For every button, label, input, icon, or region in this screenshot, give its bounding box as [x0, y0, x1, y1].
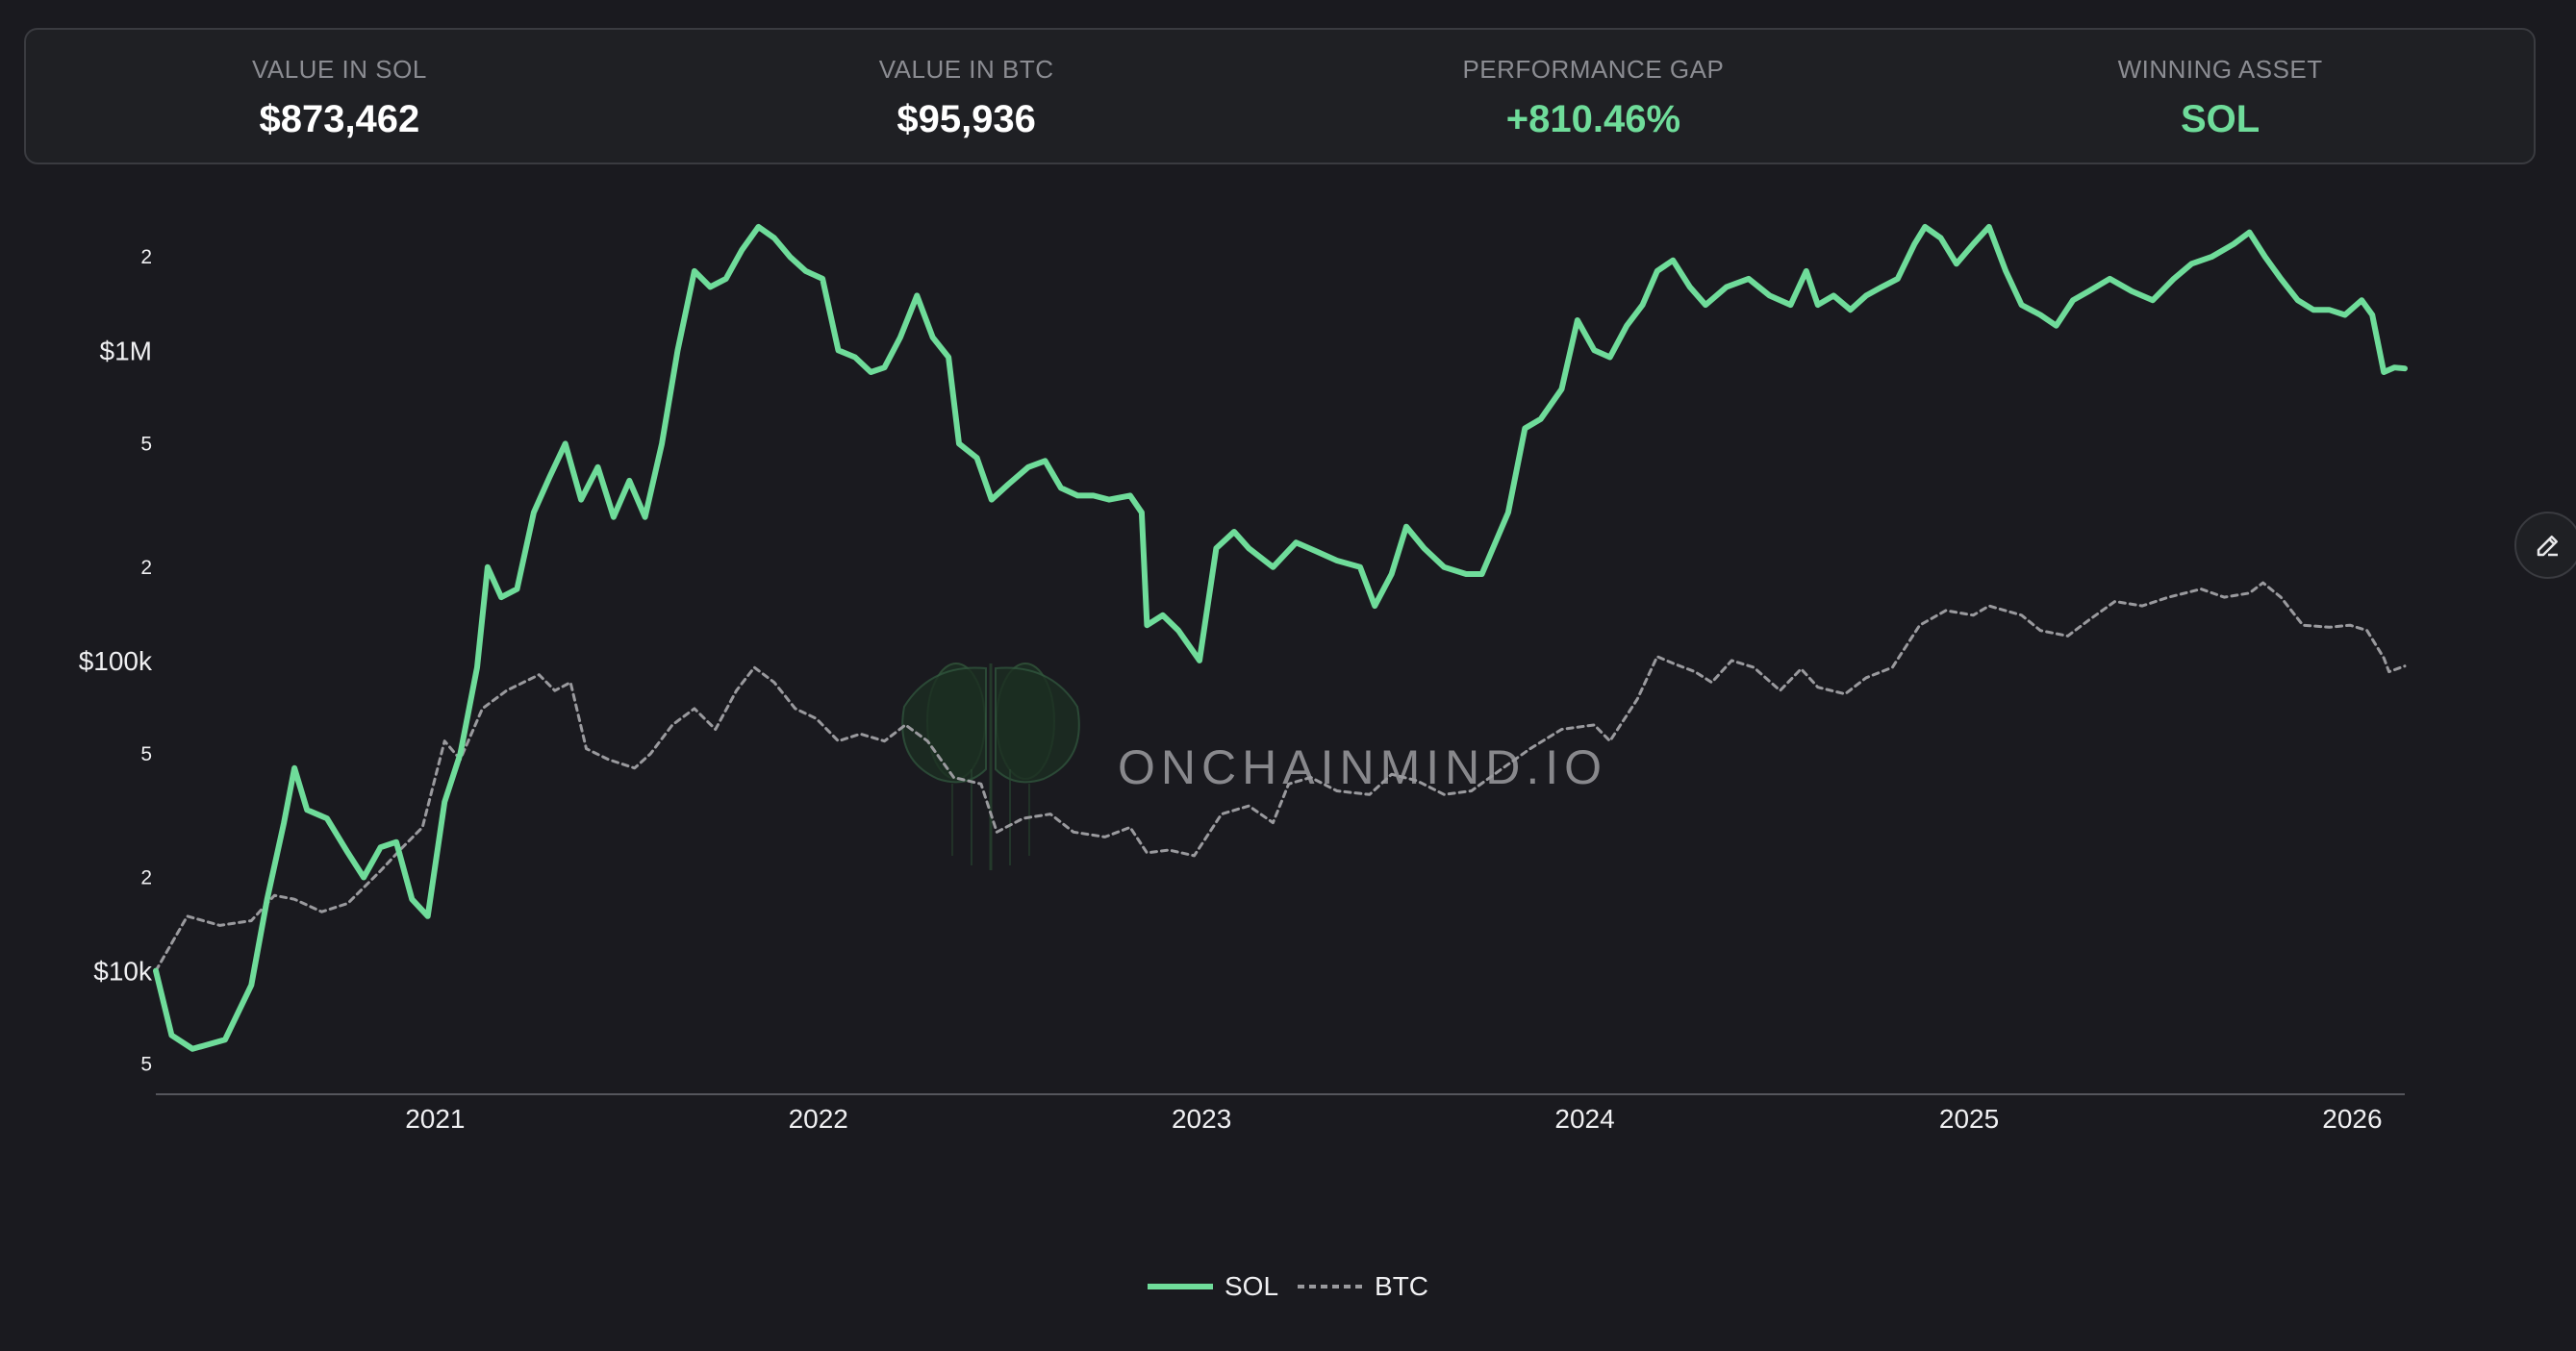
y-tick-label: 2 — [140, 246, 152, 268]
brain-logo-icon — [901, 663, 1080, 870]
pencil-icon — [2537, 536, 2558, 557]
edit-button[interactable] — [2514, 512, 2576, 579]
stat-value: $873,462 — [259, 98, 420, 140]
x-tick-label: 2022 — [789, 1104, 848, 1134]
y-tick-label: 5 — [140, 433, 152, 455]
stat-value-in-btc: VALUE IN BTC $95,936 — [653, 30, 1280, 163]
y-tick-label: $1M — [100, 336, 152, 365]
stat-value: $95,936 — [897, 98, 1036, 140]
stat-label: WINNING ASSET — [2117, 55, 2323, 84]
x-tick-label: 2023 — [1172, 1104, 1231, 1134]
x-tick-label: 2025 — [1939, 1104, 1999, 1134]
x-tick-label: 2026 — [2322, 1104, 2382, 1134]
legend-item-btc[interactable]: BTC — [1298, 1271, 1428, 1302]
legend-label: SOL — [1224, 1271, 1279, 1301]
stat-winning-asset: WINNING ASSET SOL — [1907, 30, 2534, 163]
stat-label: VALUE IN BTC — [878, 55, 1054, 84]
y-axis: 5 $10k 2 5 $100k 2 5 $1M 2 — [79, 246, 153, 1076]
y-tick-label: 5 — [140, 743, 152, 765]
stat-value: SOL — [2181, 98, 2260, 140]
plot-area — [153, 223, 2408, 1052]
stat-value-in-sol: VALUE IN SOL $873,462 — [26, 30, 653, 163]
stat-value: +810.46% — [1505, 98, 1681, 140]
x-axis: 2021 2022 2023 2024 2025 2026 — [405, 1104, 2382, 1134]
series-line-btc — [154, 581, 2407, 973]
legend: SOL BTC — [0, 1271, 2576, 1302]
watermark-text: ONCHAINMIND.IO — [1118, 740, 1607, 794]
x-tick-label: 2024 — [1554, 1104, 1614, 1134]
legend-item-sol[interactable]: SOL — [1147, 1271, 1279, 1302]
legend-swatch-sol — [1147, 1284, 1213, 1289]
y-tick-label: $100k — [79, 646, 153, 676]
y-tick-label: $10k — [93, 957, 153, 987]
legend-swatch-btc — [1298, 1285, 1364, 1288]
y-tick-label: 2 — [140, 557, 152, 579]
y-tick-label: 5 — [140, 1054, 152, 1076]
stat-label: VALUE IN SOL — [251, 55, 427, 84]
stat-performance-gap: PERFORMANCE GAP +810.46% — [1280, 30, 1907, 163]
y-tick-label: 2 — [140, 866, 152, 888]
stat-label: PERFORMANCE GAP — [1462, 55, 1725, 84]
stats-panel: VALUE IN SOL $873,462 VALUE IN BTC $95,9… — [24, 28, 2536, 164]
legend-label: BTC — [1375, 1271, 1429, 1301]
x-tick-label: 2021 — [405, 1104, 465, 1134]
series-line-sol — [153, 223, 2408, 1052]
watermark: ONCHAINMIND.IO — [901, 663, 1607, 870]
